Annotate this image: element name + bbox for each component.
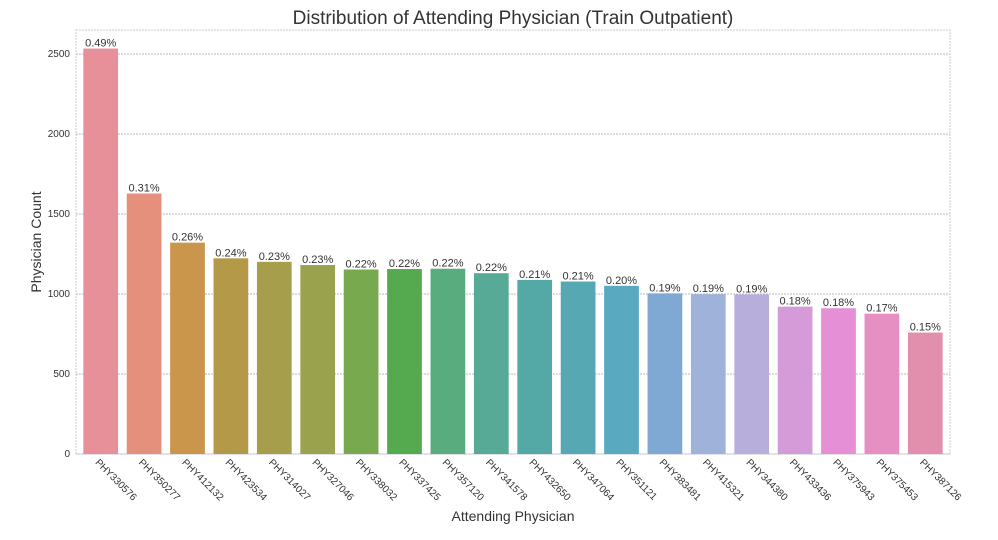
bar: [734, 294, 770, 454]
bar-value-label: 0.22%: [389, 258, 420, 270]
bar-value-label: 0.23%: [259, 251, 290, 263]
y-tick-label: 2000: [48, 129, 71, 140]
bar: [473, 273, 509, 454]
bar-value-label: 0.22%: [476, 262, 507, 274]
x-tick-label: PHY423534: [223, 457, 269, 503]
bar-value-label: 0.20%: [606, 275, 637, 287]
bar-value-label: 0.21%: [519, 269, 550, 281]
x-tick-label: PHY375943: [830, 457, 876, 503]
x-tick-label: PHY433436: [787, 457, 833, 503]
bar: [907, 332, 943, 454]
bar: [604, 285, 639, 454]
bar-value-label: 0.21%: [562, 271, 593, 283]
y-axis-label: Physician Count: [28, 191, 44, 292]
bar: [83, 48, 119, 455]
x-tick-label: PHY432650: [527, 457, 573, 503]
bar: [647, 293, 683, 454]
x-tick-label: PHY387126: [917, 457, 963, 503]
bar-value-label: 0.24%: [215, 247, 246, 259]
x-tick-label: PHY314027: [266, 457, 312, 503]
bar-value-label: 0.22%: [345, 259, 376, 271]
bars: [83, 48, 943, 455]
y-tick-label: 1500: [48, 209, 71, 220]
bar-value-label: 0.19%: [649, 282, 680, 294]
x-tick-label: PHY344380: [744, 457, 790, 503]
bar-value-label: 0.22%: [432, 258, 463, 270]
x-axis-ticks: PHY330576PHY350277PHY412132PHY423534PHY3…: [93, 457, 964, 503]
bar-value-labels: 0.49% 0.31% 0.26% 0.24% 0.23% 0.23% 0.22% 0.22%…: [85, 38, 941, 334]
bar: [300, 265, 336, 454]
bar-value-label: 0.26%: [172, 232, 203, 244]
x-axis-label: Attending Physician: [452, 508, 575, 524]
bar-value-label: 0.18%: [823, 297, 854, 309]
bar: [170, 242, 205, 454]
bar-value-label: 0.18%: [779, 296, 810, 308]
bar-value-label: 0.15%: [910, 322, 941, 334]
x-tick-label: PHY337425: [396, 457, 442, 503]
y-tick-label: 0: [64, 449, 70, 460]
y-tick-label: 500: [53, 369, 70, 380]
y-tick-label: 2500: [48, 49, 71, 60]
bar: [126, 193, 162, 454]
bar: [821, 308, 856, 454]
bar: [343, 269, 379, 454]
bar: [256, 261, 292, 454]
bar-value-label: 0.49%: [85, 38, 116, 50]
bar-value-label: 0.23%: [302, 254, 333, 266]
x-tick-label: PHY330576: [93, 457, 139, 503]
x-tick-label: PHY375453: [874, 457, 920, 503]
x-tick-label: PHY341578: [483, 457, 529, 503]
bar: [777, 306, 813, 454]
x-tick-label: PHY351121: [613, 457, 659, 503]
x-tick-label: PHY415321: [700, 457, 746, 503]
bar-value-label: 0.19%: [693, 283, 724, 295]
bar: [560, 281, 596, 454]
bar: [430, 268, 466, 454]
chart-title: Distribution of Attending Physician (Tra…: [293, 8, 734, 29]
bar-value-label: 0.17%: [866, 303, 897, 315]
x-tick-label: PHY412132: [179, 457, 225, 503]
bar-value-label: 0.19%: [736, 283, 767, 295]
bar: [213, 258, 249, 454]
grid-lines: [76, 53, 950, 455]
bar: [864, 313, 900, 454]
bar-value-label: 0.31%: [128, 183, 159, 195]
x-tick-label: PHY350277: [136, 457, 182, 503]
bar: [690, 294, 726, 454]
bar: [387, 269, 422, 454]
x-tick-label: PHY383481: [657, 457, 703, 503]
y-tick-label: 1000: [48, 289, 71, 300]
y-axis-ticks: 0 500 1000 1500 2000 2500: [48, 49, 71, 460]
x-tick-label: PHY357120: [440, 457, 486, 503]
bar: [517, 279, 553, 454]
plot-frame: [75, 29, 951, 455]
x-tick-label: PHY338032: [353, 457, 399, 503]
x-tick-label: PHY327046: [310, 457, 356, 503]
x-tick-label: PHY347064: [570, 457, 616, 503]
